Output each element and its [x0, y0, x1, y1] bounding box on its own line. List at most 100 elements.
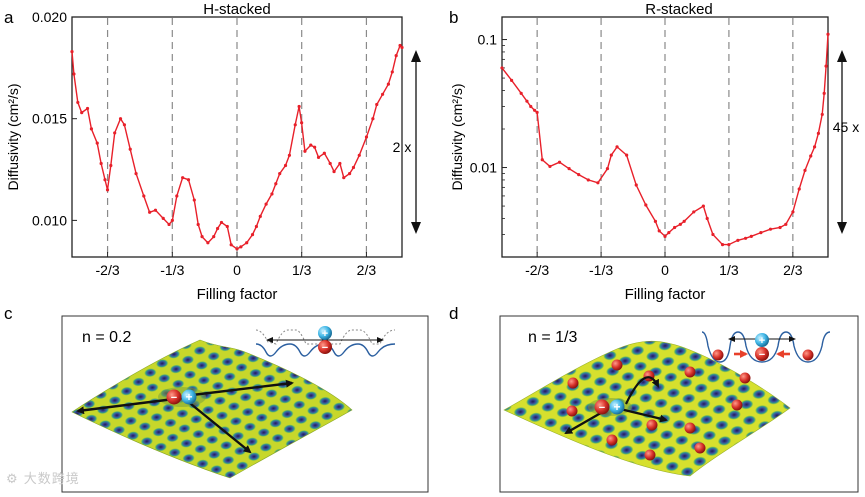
- panel-c-label: c: [4, 304, 13, 323]
- x-tick-label: 1/3: [719, 262, 739, 278]
- data-point: [519, 91, 523, 95]
- data-point: [357, 153, 361, 157]
- data-point: [225, 224, 229, 229]
- hole-icon: [755, 333, 769, 347]
- data-point: [820, 112, 824, 117]
- data-point: [258, 214, 262, 218]
- data-point: [148, 210, 152, 214]
- data-point: [72, 72, 76, 76]
- data-point: [351, 165, 356, 170]
- panel-a: a H-stacked -2/3 -1/3 0 1/3 2/3 0.010 0.015 0.0…: [4, 1, 421, 303]
- data-point: [778, 225, 782, 230]
- data-point: [274, 182, 278, 186]
- data-point: [89, 127, 94, 131]
- data-point: [181, 176, 185, 180]
- data-point: [85, 106, 90, 111]
- trapped-electrons: [566, 359, 751, 461]
- dashed-lines: [536, 18, 794, 256]
- inset-arrow-right: [789, 336, 796, 342]
- data-point: [803, 168, 807, 172]
- data-point: [239, 245, 243, 249]
- data-point: [605, 167, 610, 171]
- data-point: [175, 194, 179, 198]
- data-point: [109, 163, 113, 168]
- data-point: [371, 117, 375, 121]
- axis-ticks: -2/3 -1/3 0 1/3 2/3 0.010 0.015 0.020: [32, 9, 376, 278]
- data-point: [822, 91, 826, 95]
- data-point: [759, 231, 763, 235]
- data-point: [287, 153, 292, 157]
- data-point: [749, 234, 753, 238]
- data-point: [400, 45, 404, 50]
- x-tick-label: 0: [233, 262, 241, 278]
- data-point: [229, 243, 233, 247]
- watermark-text: 大数跨境: [23, 472, 80, 487]
- panel-c: c n = 0.2 − + + −: [4, 304, 429, 493]
- data-point: [113, 131, 117, 135]
- data-point: [692, 210, 696, 214]
- data-point: [105, 188, 110, 192]
- data-point: [122, 123, 127, 127]
- watermark-logo-icon: ⚙: [6, 472, 19, 487]
- data-point: [567, 167, 571, 171]
- data-point: [167, 222, 171, 227]
- data-point: [784, 222, 788, 226]
- data-point: [791, 210, 795, 214]
- data-point: [816, 131, 821, 135]
- y-tick-label: 0.01: [470, 160, 497, 176]
- data-point: [128, 147, 132, 151]
- electron-icon: [166, 389, 182, 405]
- data-point: [142, 194, 146, 198]
- filling-caption: n = 0.2: [82, 329, 131, 346]
- data-point: [809, 154, 813, 158]
- x-tick-label: -2/3: [96, 262, 120, 278]
- data-point: [254, 224, 259, 229]
- ratio-annotation: 45 x: [833, 119, 859, 135]
- x-tick-label: 2/3: [357, 262, 377, 278]
- moire-potential: [701, 331, 831, 363]
- data-point: [634, 183, 638, 187]
- data-point: [535, 110, 539, 114]
- data-point: [533, 108, 537, 112]
- moire-surface: [503, 340, 791, 477]
- plus-sign: +: [613, 400, 620, 414]
- data-point: [678, 222, 682, 226]
- data-point: [596, 181, 600, 185]
- data-point: [332, 169, 336, 174]
- data-point: [711, 232, 715, 237]
- electron-icon: [712, 349, 724, 361]
- plus-sign: +: [322, 328, 328, 340]
- plus-sign: +: [759, 335, 765, 347]
- double-arrow-head-top: [411, 50, 421, 62]
- minus-sign: −: [171, 392, 177, 404]
- data-point: [548, 164, 552, 169]
- data-point: [80, 110, 84, 115]
- minus-sign: −: [599, 402, 605, 414]
- axis-ticks: -2/3 -1/3 0 1/3 2/3 0.01 0.1: [470, 32, 803, 278]
- x-tick-label: 0: [661, 262, 669, 278]
- data-point: [509, 78, 514, 82]
- data-point: [270, 192, 274, 196]
- data-point: [264, 202, 268, 206]
- data-point: [219, 220, 224, 225]
- data-point: [161, 216, 165, 220]
- panel-d-label: d: [449, 304, 458, 323]
- data-line: [501, 34, 829, 246]
- inset-arrow-right: [377, 337, 384, 343]
- data-point: [99, 161, 103, 166]
- data-point: [322, 151, 326, 155]
- panel-b-label: b: [449, 8, 458, 27]
- motion-arrow: [615, 406, 668, 423]
- data-point: [283, 163, 288, 168]
- data-point: [364, 135, 369, 139]
- data-point: [338, 161, 342, 166]
- x-tick-label: -1/3: [589, 262, 613, 278]
- minus-sign: −: [759, 349, 765, 361]
- x-tick-label: -1/3: [160, 262, 184, 278]
- plot-frame: [501, 16, 829, 258]
- double-arrow-head-bottom: [837, 222, 847, 234]
- data-point: [118, 117, 123, 121]
- data-point: [153, 208, 158, 212]
- data-point: [76, 100, 80, 105]
- data-point: [586, 178, 590, 182]
